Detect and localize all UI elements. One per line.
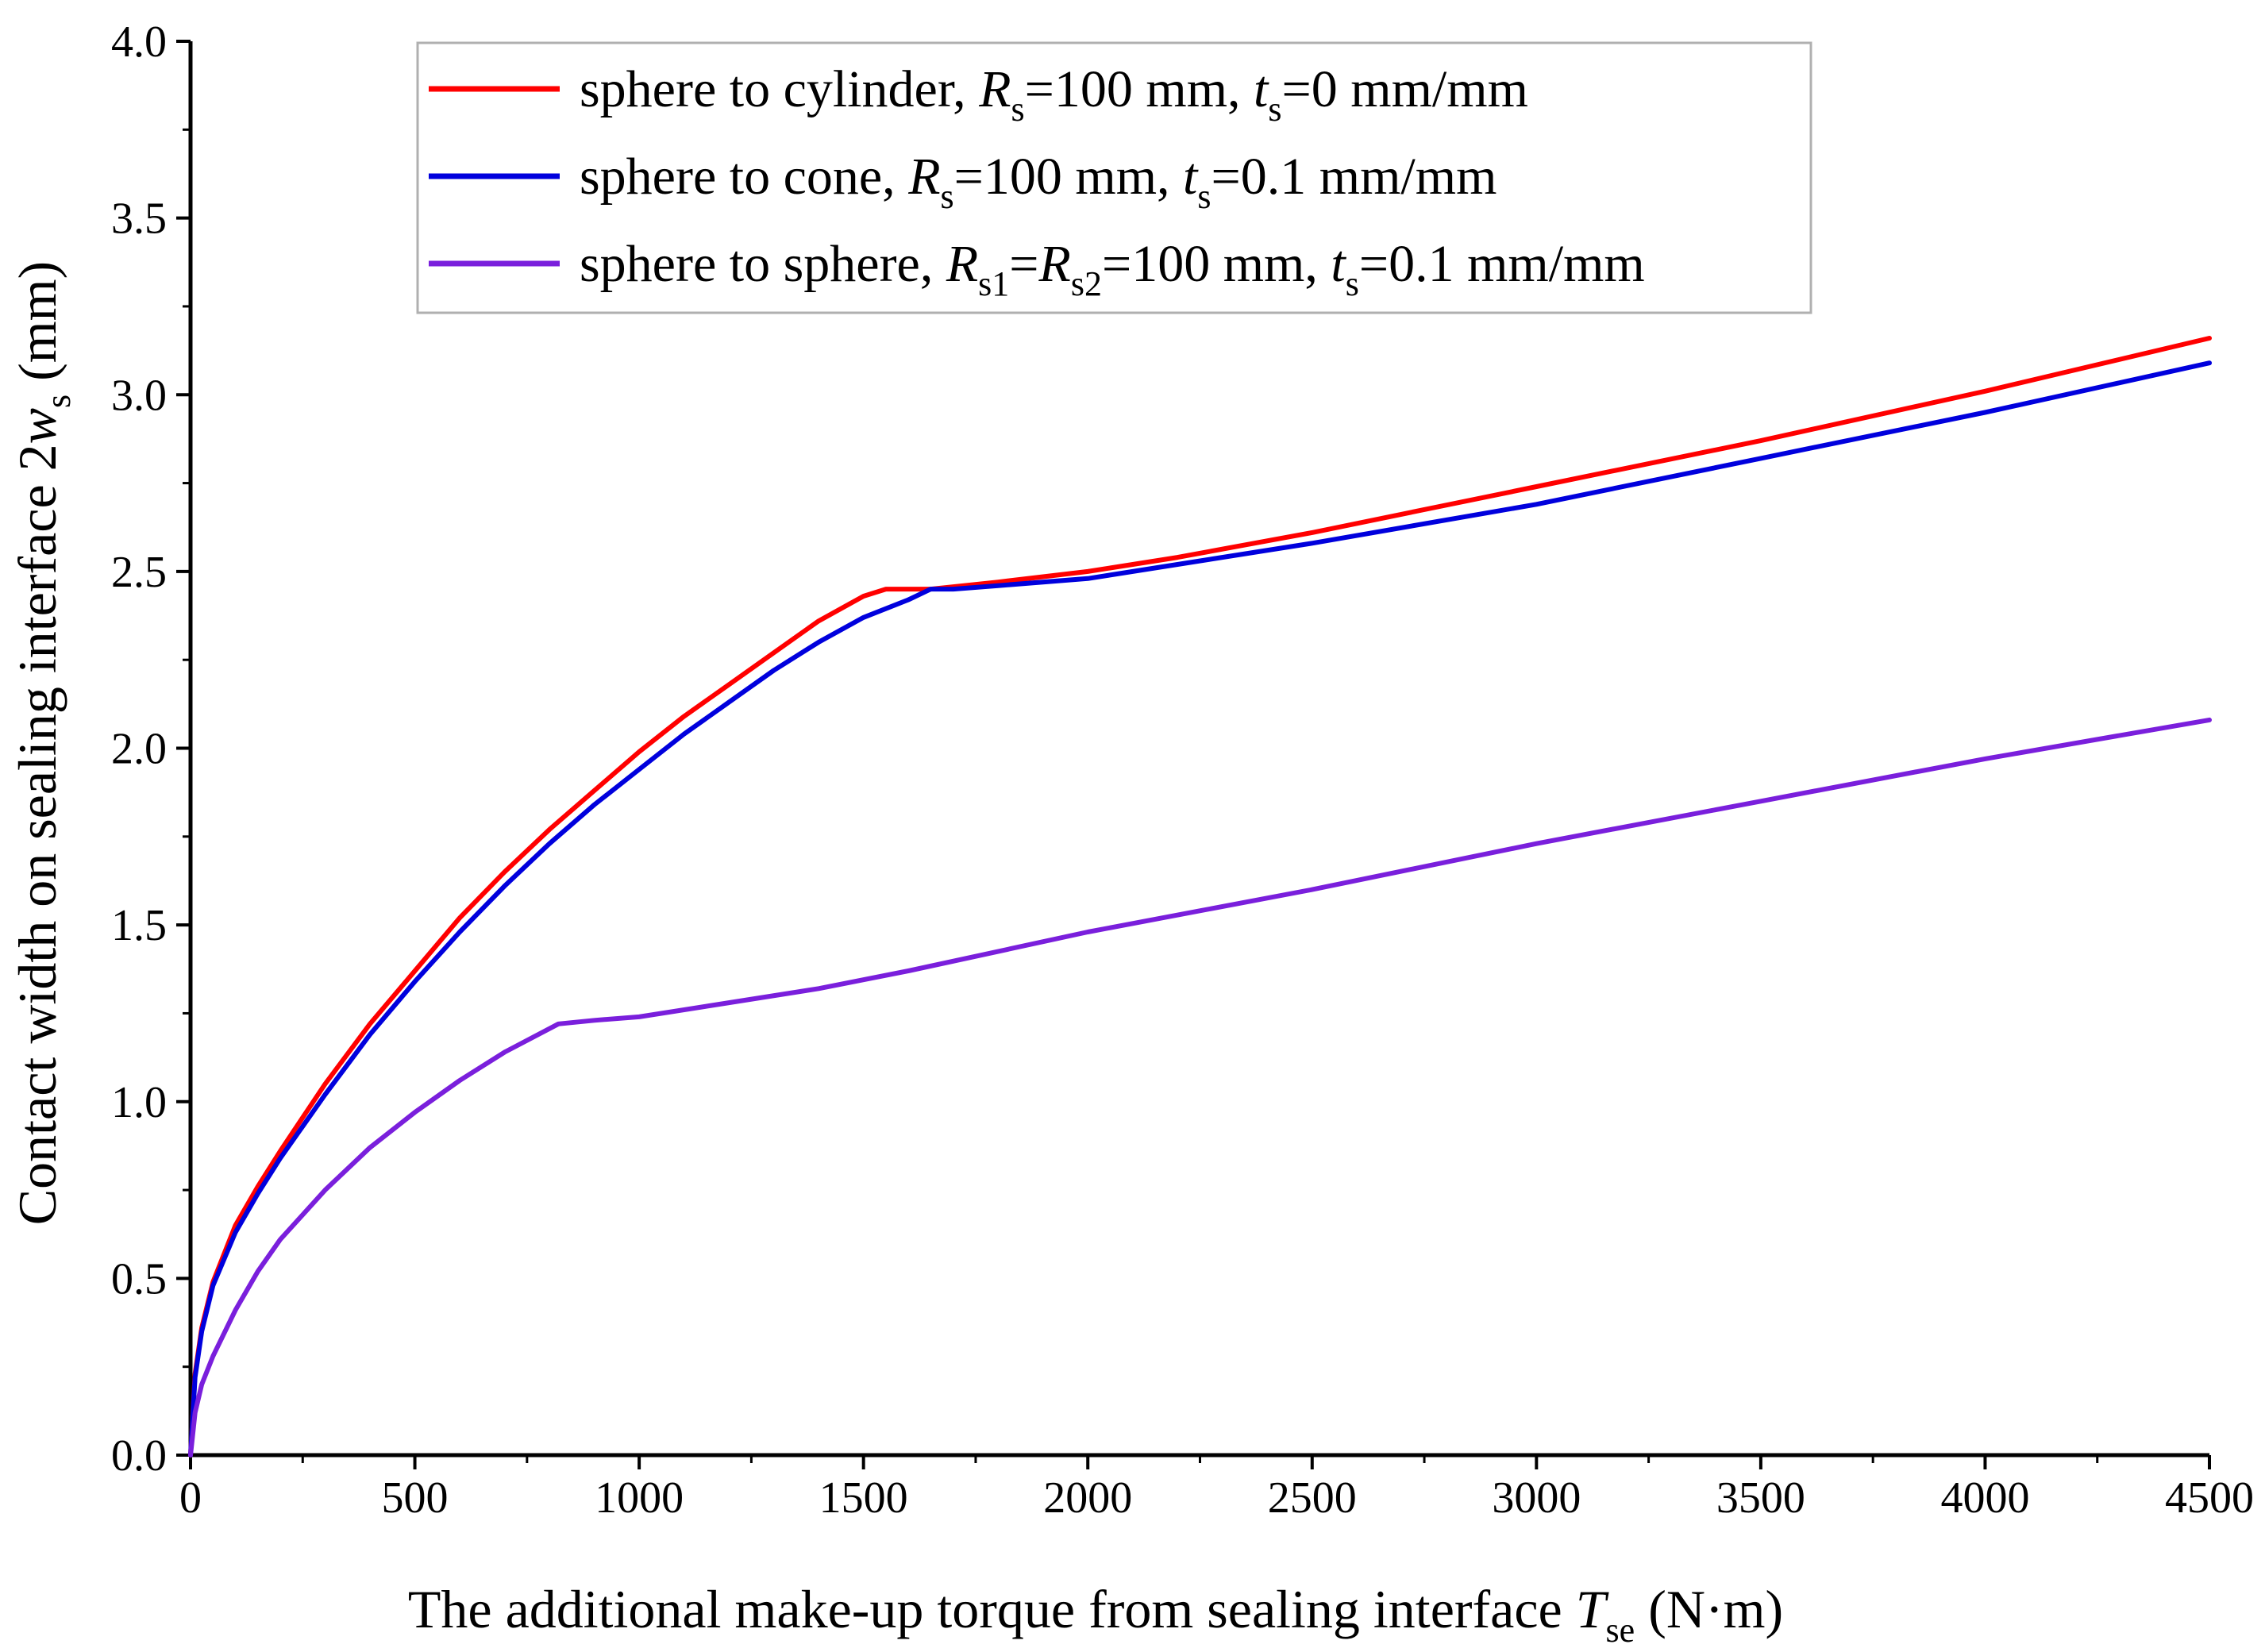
x-tick-label: 4000: [1940, 1473, 2029, 1523]
legend-label-1: sphere to cylinder, Rs=100 mm, ts=0 mm/m…: [580, 60, 1528, 129]
x-tick-label: 2500: [1268, 1473, 1357, 1523]
y-tick-label: 3.5: [111, 194, 167, 244]
y-tick-label: 4.0: [111, 17, 167, 67]
x-tick-label: 1000: [595, 1473, 684, 1523]
y-tick-label: 1.0: [111, 1078, 167, 1127]
y-tick-label: 2.0: [111, 725, 167, 774]
legend-box: [416, 41, 1812, 314]
y-axis-title: Contact width on sealing interface 2ws (…: [7, 261, 78, 1225]
legend-label-3: sphere to sphere, Rs1=Rs2=100 mm, ts=0.1…: [580, 235, 1645, 303]
legend-label-2: sphere to cone, Rs=100 mm, ts=0.1 mm/mm: [580, 148, 1497, 216]
x-axis-ticks: 0 500 1000 1500 2000 2500 3000 3500 4000 4500: [179, 1455, 2254, 1523]
series-lines: [188, 336, 2212, 1458]
y-tick-label: 2.5: [111, 548, 167, 597]
x-tick-label: 1500: [819, 1473, 908, 1523]
series-line-2: [188, 360, 2212, 1458]
y-tick-label: 0.5: [111, 1254, 167, 1304]
series-line-1: [188, 336, 2212, 1458]
x-tick-label: 3000: [1492, 1473, 1581, 1523]
series-line-3: [188, 717, 2212, 1458]
x-tick-label: 500: [382, 1473, 449, 1523]
legend: sphere to cylinder, Rs=100 mm, ts=0 mm/m…: [416, 41, 1812, 314]
y-tick-label: 0.0: [111, 1431, 167, 1481]
x-tick-label: 0: [179, 1473, 202, 1523]
y-axis-ticks: 0.0 0.5 1.0 1.5 2.0 2.5 3.0 3.5 4.0: [111, 17, 191, 1481]
x-tick-label: 3500: [1716, 1473, 1805, 1523]
y-tick-label: 3.0: [111, 371, 167, 420]
x-axis-title: The additional make-up torque from seali…: [408, 1579, 1783, 1650]
x-tick-label: 2000: [1043, 1473, 1132, 1523]
x-tick-label: 4500: [2165, 1473, 2254, 1523]
y-tick-label: 1.5: [111, 901, 167, 950]
